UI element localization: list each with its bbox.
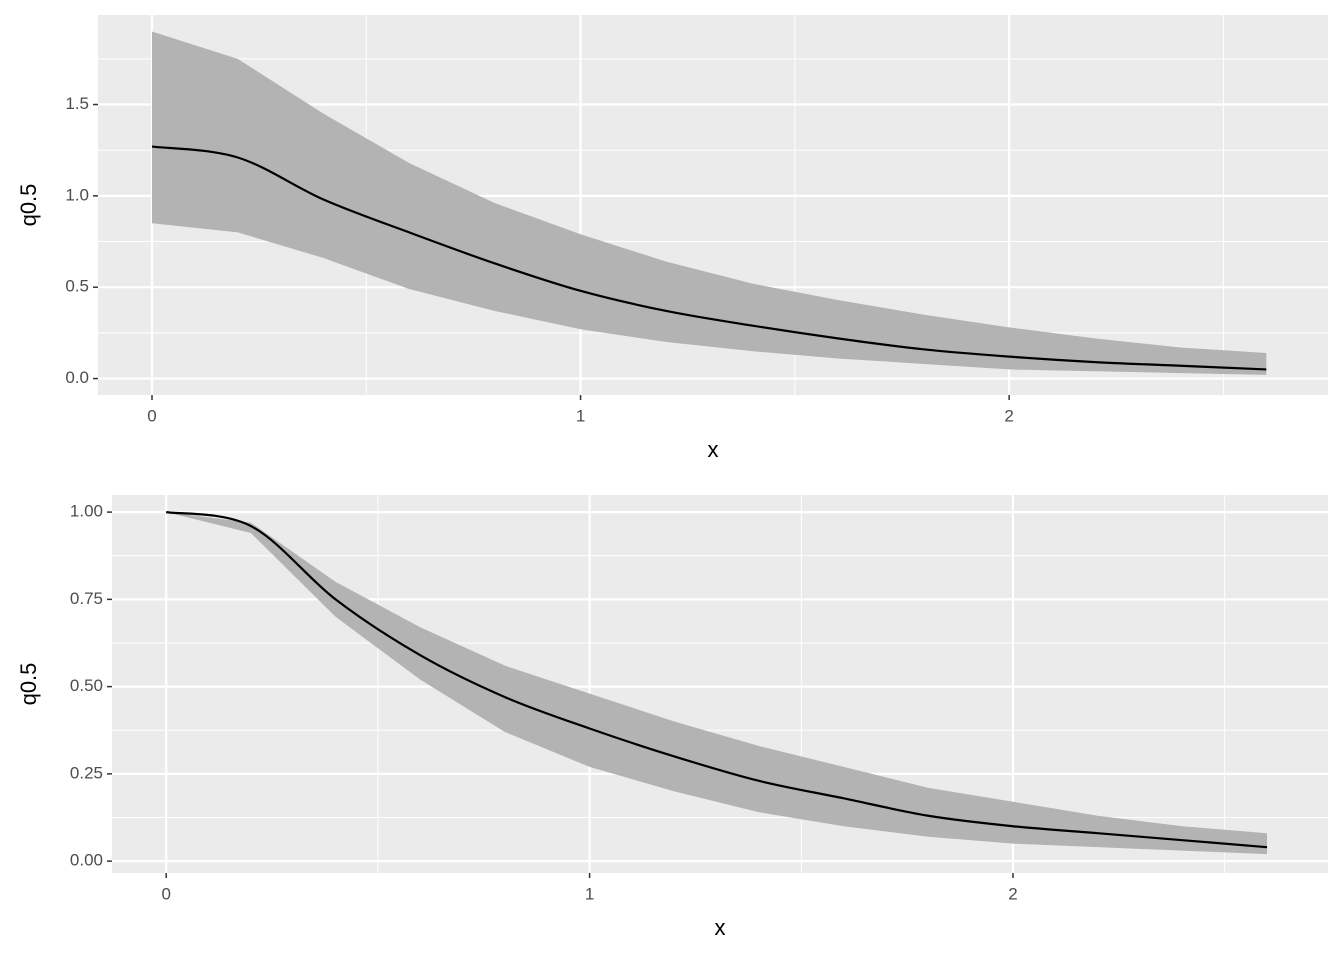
confidence-band	[152, 31, 1267, 375]
y-tick-label: 1.00	[70, 502, 103, 521]
line	[151, 145, 1267, 371]
y-tick-label: 0.25	[70, 763, 103, 782]
y-axis-title: q0.5	[16, 184, 41, 227]
y-tick-label: 0.0	[65, 368, 89, 387]
y-tick-label: 0.00	[70, 851, 103, 870]
y-tick-label: 1.5	[65, 94, 89, 113]
y-tick-label: 0.75	[70, 589, 103, 608]
x-tick-label: 1	[576, 406, 585, 425]
y-tick-label: 1.0	[65, 185, 89, 204]
x-tick-label: 2	[1004, 406, 1013, 425]
y-tick-label: 0.5	[65, 277, 89, 296]
x-axis-title: x	[708, 437, 719, 462]
line	[166, 511, 1268, 849]
y-tick-label: 0.50	[70, 676, 103, 695]
x-tick-label: 0	[161, 884, 170, 903]
x-axis-title: x	[715, 915, 726, 940]
confidence-band	[166, 512, 1268, 855]
x-tick-label: 2	[1008, 884, 1017, 903]
x-tick-label: 1	[585, 884, 594, 903]
x-tick-label: 0	[147, 406, 156, 425]
panel	[112, 495, 1328, 873]
y-axis-title: q0.5	[16, 663, 41, 706]
